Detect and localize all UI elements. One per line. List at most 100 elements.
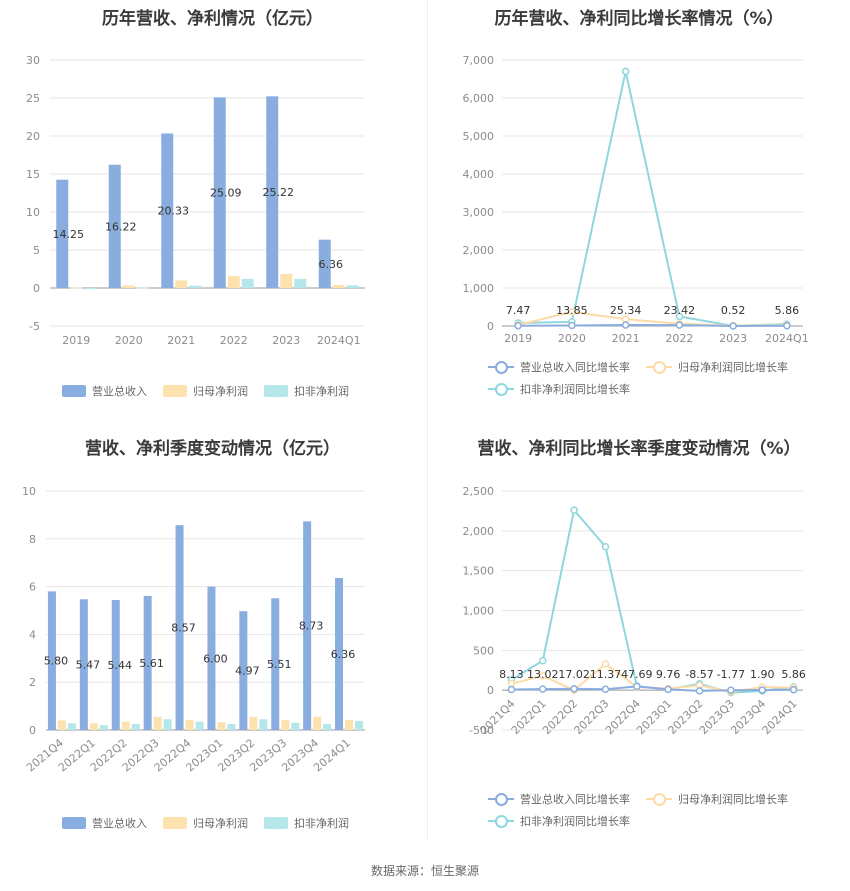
legend-item[interactable]: 归母净利润: [163, 380, 248, 402]
quarterly-bar-chart: 02468102021Q45.802022Q15.472022Q25.44202…: [22, 485, 365, 774]
data-label: 13.85: [556, 304, 588, 317]
data-point: [621, 67, 630, 76]
legend-label: 归母净利润: [193, 817, 248, 830]
legend-swatch: [264, 817, 288, 829]
data-label: 5.47: [76, 659, 101, 672]
x-tick-label: 2019: [62, 334, 90, 347]
bar: [313, 716, 322, 730]
bar: [239, 611, 248, 730]
legend-label: 扣非净利润: [294, 385, 349, 398]
data-point: [514, 321, 522, 330]
bar: [67, 723, 76, 730]
bar: [207, 586, 216, 730]
data-point: [664, 685, 672, 694]
data-point: [570, 506, 578, 514]
bar: [303, 521, 312, 730]
data-label: 5.44: [108, 659, 133, 672]
y-tick-label: 6,000: [463, 92, 495, 105]
data-point: [570, 685, 578, 693]
bar: [175, 280, 188, 288]
bar: [131, 724, 140, 730]
data-label: 25.22: [263, 186, 295, 199]
bar: [189, 285, 202, 288]
data-label: 1.90: [750, 668, 775, 681]
bar: [57, 720, 66, 730]
data-point: [601, 660, 610, 668]
legend-item[interactable]: 归母净利润同比增长率: [646, 356, 788, 378]
legend-item[interactable]: 归母净利润: [163, 812, 248, 834]
legend-item[interactable]: 营业总收入同比增长率: [488, 356, 630, 378]
bar: [70, 287, 83, 289]
legend-item[interactable]: 营业总收入同比增长率: [488, 788, 630, 810]
bar: [175, 525, 184, 730]
data-point: [783, 322, 791, 330]
annual-line-chart: 0 1,000 2,000 3,000 4,000 5,000 6,000 7,000 2019…: [463, 54, 809, 345]
data-point: [695, 687, 704, 695]
bar: [163, 719, 172, 730]
data-point: [758, 686, 766, 694]
data-point: [601, 543, 610, 551]
data-label: 4.97: [235, 665, 260, 678]
y-tick-label: 4: [29, 628, 36, 641]
bar: [318, 239, 331, 288]
legend-label: 扣非净利润同比增长率: [520, 815, 630, 828]
legend-label: 归母净利润同比增长率: [678, 361, 788, 374]
x-tick-label: 2021: [167, 334, 195, 347]
data-label: 7.47: [506, 304, 531, 317]
y-tick-label: 5,000: [463, 130, 495, 143]
bar: [99, 725, 108, 730]
data-point: [568, 321, 576, 330]
legend-swatch: [646, 360, 672, 374]
data-label: 8.13: [499, 668, 524, 681]
bar: [345, 719, 354, 730]
x-tick-label: 2020: [558, 332, 586, 345]
legend-item[interactable]: 扣非净利润同比增长率: [488, 378, 630, 400]
annual-bar-chart: -5 0 5 10 15 20 25 30 2019 14.25 2020 16.22 2021 20.3…: [26, 54, 365, 347]
y-tick-label: 500: [473, 644, 494, 657]
y-tick-label: 0: [33, 282, 40, 295]
legend-label: 营业总收入同比增长率: [520, 793, 630, 806]
bar: [185, 719, 194, 730]
legend-swatch: [488, 360, 514, 374]
y-tick-label: 6: [29, 581, 36, 594]
legend-item[interactable]: 扣非净利润同比增长率: [488, 810, 630, 832]
legend-item[interactable]: 归母净利润同比增长率: [646, 788, 788, 810]
data-point: [621, 315, 630, 323]
data-label: 16.22: [105, 220, 137, 233]
x-tick-label: 2022: [665, 332, 693, 345]
bar: [294, 278, 307, 288]
legend-swatch: [62, 817, 86, 829]
series-line: [511, 685, 794, 692]
bar: [266, 96, 279, 288]
bar: [121, 721, 130, 730]
chart-title: 营收、净利季度变动情况（亿元）: [85, 439, 340, 459]
y-tick-label: 1,000: [463, 605, 495, 618]
x-tick-label: 2022: [220, 334, 248, 347]
bar: [122, 285, 135, 288]
data-label: 0.52: [721, 304, 746, 317]
data-label: -1.77: [717, 668, 745, 681]
chart-legend: 营业总收入 归母净利润 扣非净利润: [62, 380, 365, 402]
data-point: [539, 656, 547, 665]
data-label: 5.80: [44, 655, 69, 668]
data-label: 25.09: [210, 187, 242, 200]
y-tick-label: 2,500: [463, 485, 495, 498]
panel-divider: [427, 0, 428, 840]
y-tick-label: 2,000: [463, 244, 495, 257]
data-label: 9.76: [656, 668, 681, 681]
bar: [323, 724, 332, 730]
legend-label: 营业总收入: [92, 385, 147, 398]
data-label: 13.02: [527, 668, 559, 681]
legend-item[interactable]: 扣非净利润: [264, 812, 349, 834]
legend-item[interactable]: 扣非净利润: [264, 380, 349, 402]
data-source-footer: 数据来源：恒生聚源: [370, 864, 479, 878]
data-label: -8.57: [685, 668, 713, 681]
annual-line-panel: 历年营收、净利同比增长率情况（%） 0 1,000 2,000 3,000 4,000 5…: [428, 0, 850, 415]
legend-swatch: [488, 792, 514, 806]
y-tick-label: 0: [29, 724, 36, 737]
data-point: [539, 685, 547, 693]
legend-item[interactable]: 营业总收入: [62, 812, 147, 834]
bar: [161, 133, 174, 288]
x-tick-label: 2023: [272, 334, 300, 347]
legend-item[interactable]: 营业总收入: [62, 380, 147, 402]
